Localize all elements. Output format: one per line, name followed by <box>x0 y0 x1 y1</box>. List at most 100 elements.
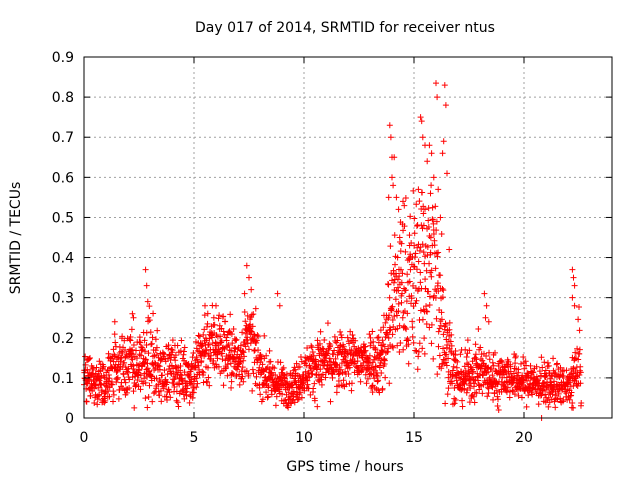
data-point <box>445 355 452 362</box>
data-point <box>413 266 420 273</box>
data-point <box>425 223 432 230</box>
data-point <box>544 359 551 366</box>
data-point <box>298 394 305 401</box>
data-point <box>569 294 576 301</box>
data-point <box>411 230 418 237</box>
data-point <box>233 372 240 379</box>
data-point <box>575 316 582 323</box>
data-point <box>410 263 417 270</box>
data-point <box>115 395 122 402</box>
data-point <box>374 378 381 385</box>
data-point <box>466 347 473 354</box>
data-point <box>172 352 179 359</box>
data-point <box>452 373 459 380</box>
data-point <box>190 349 197 356</box>
data-point <box>255 347 262 354</box>
data-point <box>304 381 311 388</box>
data-point <box>419 189 426 196</box>
data-point <box>440 138 447 145</box>
y-tick-label: 0.1 <box>52 371 74 387</box>
data-point <box>421 335 428 342</box>
data-point <box>256 384 263 391</box>
data-point <box>480 372 487 379</box>
data-point <box>414 244 421 251</box>
data-point <box>387 134 394 141</box>
data-point <box>397 266 404 273</box>
data-point <box>114 376 121 383</box>
data-point <box>490 396 497 403</box>
data-point <box>439 285 446 292</box>
data-point <box>525 392 532 399</box>
data-point <box>400 227 407 234</box>
data-point <box>248 311 255 318</box>
data-point <box>396 273 403 280</box>
data-point <box>290 388 297 395</box>
data-point <box>149 334 156 341</box>
data-point <box>431 242 438 249</box>
data-point <box>289 372 296 379</box>
y-tick-label: 0.3 <box>52 291 74 307</box>
data-point <box>545 403 552 410</box>
x-tick-labels: 0 5 10 15 20 <box>80 430 533 446</box>
data-point <box>314 337 321 344</box>
data-point <box>130 365 137 372</box>
data-point <box>314 403 321 410</box>
data-point <box>189 394 196 401</box>
data-point <box>578 399 585 406</box>
data-point <box>259 396 266 403</box>
data-point <box>571 282 578 289</box>
data-point <box>268 369 275 376</box>
x-tick-label: 0 <box>80 430 89 446</box>
data-point <box>536 368 543 375</box>
x-tick-label: 15 <box>405 430 423 446</box>
data-point <box>402 195 409 202</box>
data-point <box>82 353 89 360</box>
data-point <box>506 394 513 401</box>
data-point <box>317 328 324 335</box>
y-tick-label: 0.4 <box>52 251 74 267</box>
data-point <box>240 349 247 356</box>
data-point <box>120 371 127 378</box>
data-point <box>365 356 372 363</box>
data-points <box>81 80 585 421</box>
data-point <box>370 338 377 345</box>
data-point <box>227 360 234 367</box>
data-point <box>137 372 144 379</box>
data-point <box>434 371 441 378</box>
data-point <box>512 360 519 367</box>
data-point <box>475 377 482 384</box>
data-point <box>569 400 576 407</box>
data-point <box>412 300 419 307</box>
data-point <box>576 350 583 357</box>
data-point <box>150 390 157 397</box>
data-point <box>576 371 583 378</box>
data-point <box>408 295 415 302</box>
data-point <box>406 232 413 239</box>
data-point <box>136 334 143 341</box>
data-point <box>347 328 354 335</box>
data-point <box>152 347 159 354</box>
data-point <box>336 370 343 377</box>
data-point <box>416 247 423 254</box>
data-point <box>333 389 340 396</box>
data-point <box>230 371 237 378</box>
data-point <box>114 374 121 381</box>
data-point <box>381 343 388 350</box>
data-point <box>426 301 433 308</box>
data-point <box>389 331 396 338</box>
data-point <box>488 365 495 372</box>
data-point <box>405 360 412 367</box>
data-point <box>379 337 386 344</box>
data-point <box>83 398 90 405</box>
data-point <box>507 368 514 375</box>
data-point <box>283 371 290 378</box>
chart-title: Day 017 of 2014, SRMTID for receiver ntu… <box>195 20 495 36</box>
data-point <box>205 364 212 371</box>
data-point <box>169 347 176 354</box>
data-point <box>122 354 129 361</box>
data-point <box>429 204 436 211</box>
data-point <box>569 266 576 273</box>
data-point <box>153 344 160 351</box>
data-point <box>304 344 311 351</box>
data-point <box>384 348 391 355</box>
